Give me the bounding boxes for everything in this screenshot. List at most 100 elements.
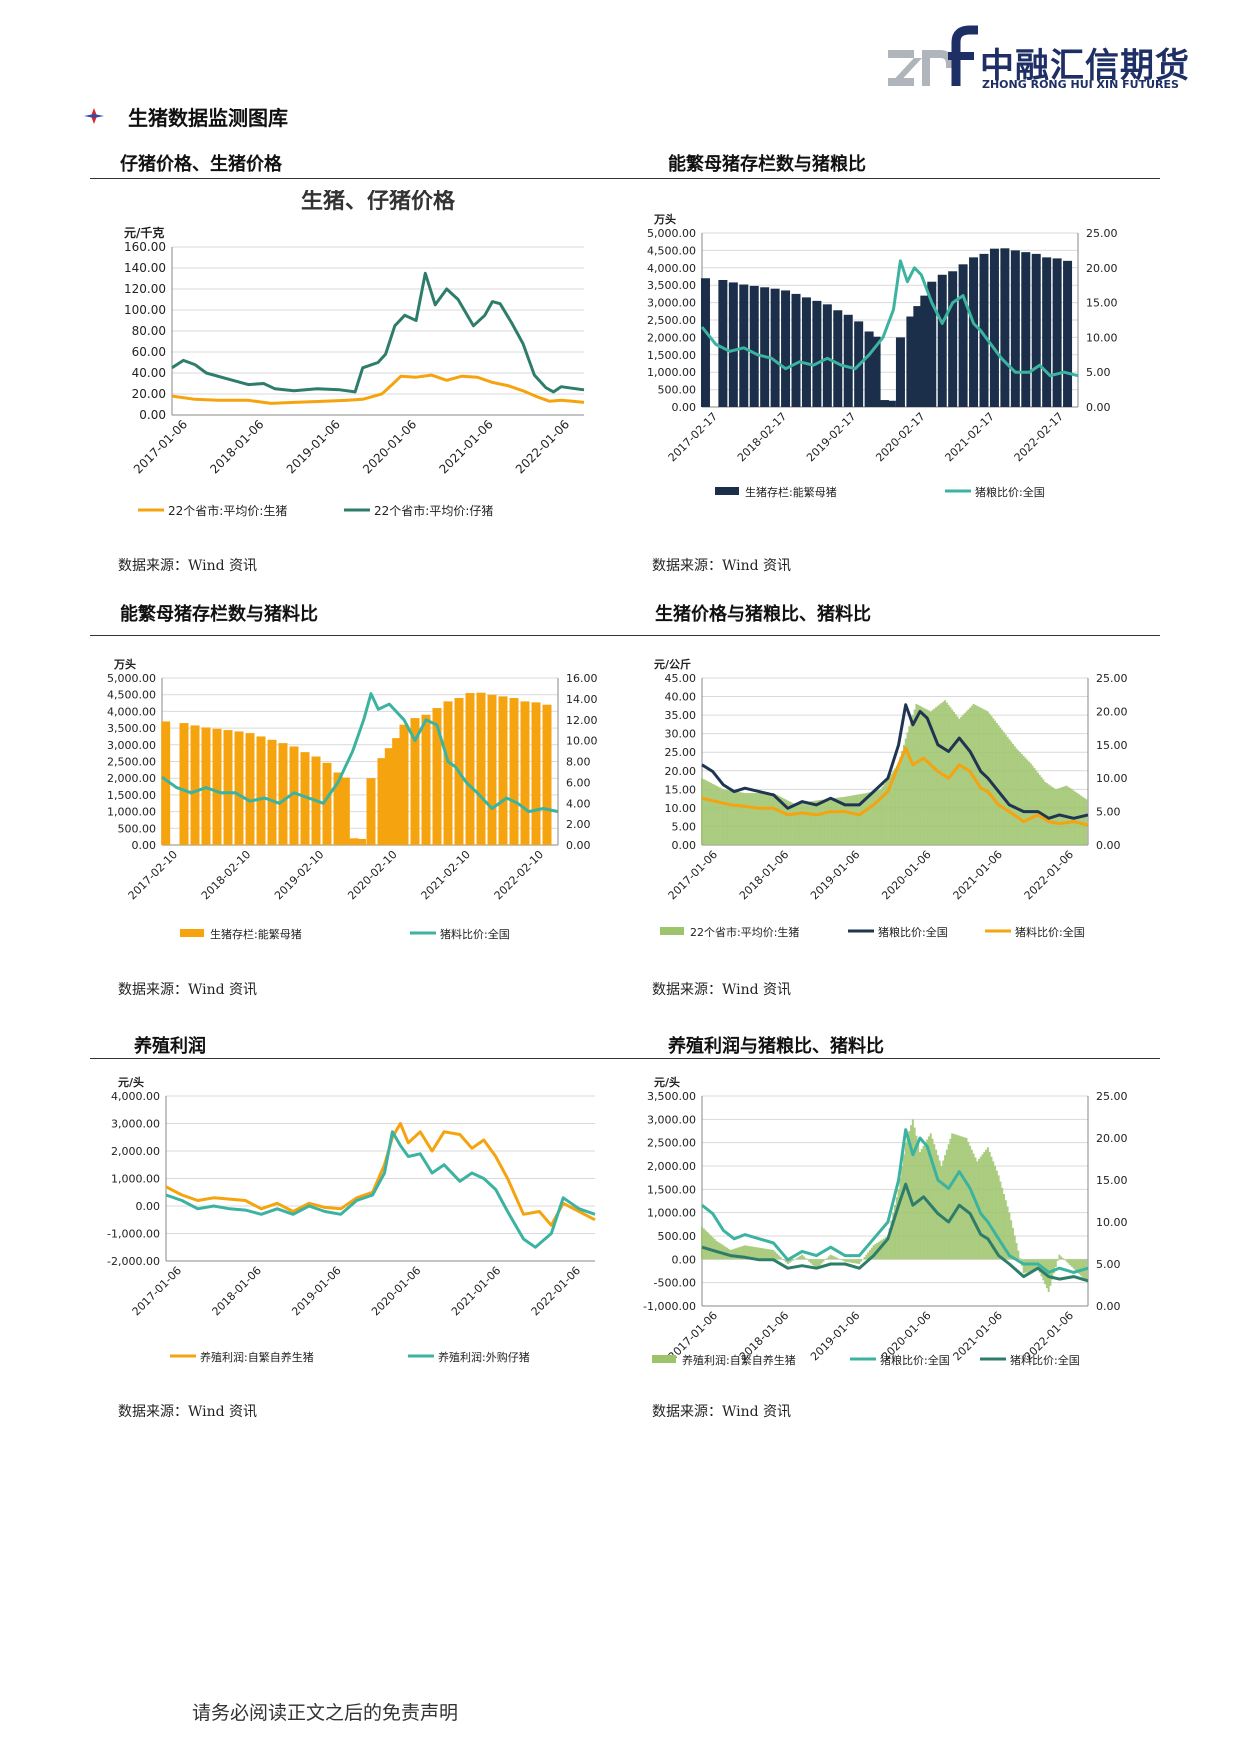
bar xyxy=(856,794,859,845)
footer-disclaimer: 请务必阅读正文之后的免责声明 xyxy=(192,1702,459,1724)
bar xyxy=(926,709,929,845)
bar xyxy=(790,802,793,845)
bar xyxy=(817,800,820,845)
bar xyxy=(1044,781,1047,845)
bar xyxy=(1081,796,1084,845)
bar xyxy=(983,709,986,845)
bar xyxy=(749,1246,752,1260)
bar xyxy=(729,790,732,845)
bar xyxy=(820,1259,823,1264)
bar xyxy=(768,1249,771,1260)
x-tick-label: 2019-02-17 xyxy=(804,410,858,464)
bar xyxy=(722,789,725,845)
bar xyxy=(836,797,839,845)
y-tick-label: 500.00 xyxy=(658,1230,697,1243)
bar xyxy=(904,1142,907,1260)
bar xyxy=(944,1155,947,1260)
series-line xyxy=(171,373,585,405)
bar xyxy=(958,1135,961,1260)
bar xyxy=(976,1161,979,1260)
y-tick-label: 3,500.00 xyxy=(647,279,696,292)
bar xyxy=(858,1259,861,1264)
bar xyxy=(340,777,350,845)
bar xyxy=(970,1149,973,1260)
bar xyxy=(774,1251,777,1260)
x-tick-label: 2020-02-17 xyxy=(873,410,927,464)
bar xyxy=(995,722,998,845)
y-right-tick-label: 10.00 xyxy=(1086,331,1118,344)
bar xyxy=(724,789,727,845)
bar xyxy=(910,720,913,845)
bar xyxy=(890,773,893,845)
y-tick-label: 60.00 xyxy=(132,345,166,359)
bar xyxy=(421,714,431,845)
bar xyxy=(899,757,902,845)
y-tick-label: 0.00 xyxy=(672,401,697,414)
bar xyxy=(947,704,950,845)
bar xyxy=(833,1256,836,1260)
bar xyxy=(945,1149,948,1260)
bar xyxy=(1079,1259,1082,1276)
x-tick-label: 2018-01-06 xyxy=(207,417,266,476)
y-right-tick-label: 10.00 xyxy=(1096,772,1128,785)
bar xyxy=(756,793,759,845)
legend-label: 猪料比价:全国 xyxy=(440,927,510,941)
bar xyxy=(718,279,728,407)
bar xyxy=(851,795,854,845)
y-tick-label: 2,000.00 xyxy=(107,772,156,785)
bar xyxy=(920,295,930,407)
bar xyxy=(949,1138,952,1260)
bar xyxy=(906,1136,909,1260)
y-tick-label: 30.00 xyxy=(665,728,697,741)
legend-label: 猪粮比价:全国 xyxy=(878,925,948,939)
x-tick-label: 2019-01-06 xyxy=(808,1309,862,1363)
bar xyxy=(881,1239,884,1260)
y-right-tick-label: 25.00 xyxy=(1086,227,1118,240)
bar xyxy=(701,778,703,845)
bar xyxy=(1028,761,1031,845)
bar xyxy=(860,793,863,845)
bar xyxy=(854,794,857,845)
x-tick-label: 2017-02-10 xyxy=(126,848,180,902)
y-tick-label: 2,000.00 xyxy=(647,1160,696,1173)
bar xyxy=(988,1152,991,1260)
bar xyxy=(838,797,841,845)
chart3-source: 数据来源：Wind 资讯 xyxy=(118,982,258,998)
chart5-source: 数据来源：Wind 资讯 xyxy=(118,1404,258,1420)
bar xyxy=(356,838,366,845)
bar xyxy=(843,314,853,407)
bar xyxy=(858,794,861,845)
bar xyxy=(1021,252,1031,407)
bar xyxy=(1017,750,1020,845)
bar xyxy=(1015,1243,1018,1260)
bar xyxy=(702,779,705,845)
bar xyxy=(935,1149,938,1260)
legend-swatch xyxy=(652,1355,676,1363)
bar xyxy=(795,1258,798,1260)
bar xyxy=(1003,1194,1006,1260)
bar xyxy=(774,793,777,845)
bar xyxy=(734,791,737,845)
bar xyxy=(997,1175,1000,1260)
bar xyxy=(754,793,757,845)
bar xyxy=(888,776,891,845)
x-tick-label: 2022-01-06 xyxy=(513,417,572,476)
bar xyxy=(951,1133,954,1260)
chart-title: 生猪、仔猪价格 xyxy=(301,190,456,214)
bar xyxy=(833,798,836,845)
bar xyxy=(870,791,873,845)
bar xyxy=(938,704,941,845)
bar xyxy=(1044,1259,1047,1285)
x-tick-label: 2018-02-17 xyxy=(735,410,789,464)
y-tick-label: 4,500.00 xyxy=(107,689,156,702)
bar xyxy=(958,264,968,407)
bar xyxy=(842,796,845,845)
bar xyxy=(967,1141,970,1260)
y-unit-label: 元/公斤 xyxy=(654,657,691,671)
bar xyxy=(827,1256,830,1260)
bar xyxy=(758,793,761,845)
bar xyxy=(924,708,927,845)
bar xyxy=(871,336,881,407)
bar xyxy=(1079,795,1082,845)
bar xyxy=(801,802,804,845)
